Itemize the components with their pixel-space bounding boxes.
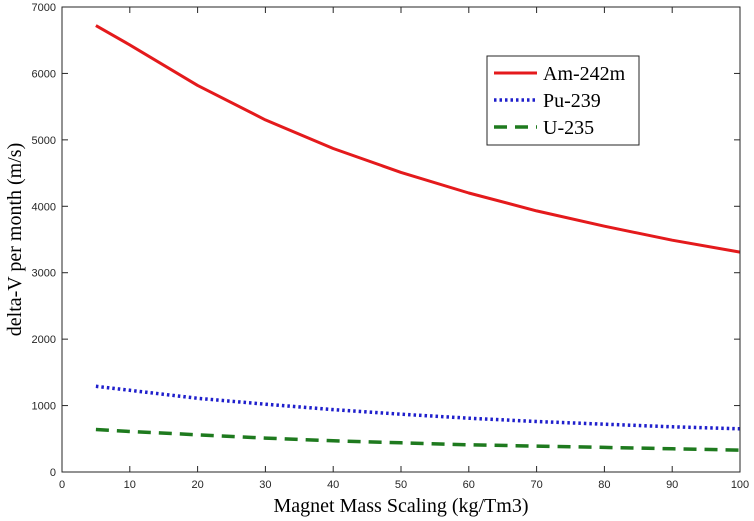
series-line-u-235 (95, 427, 741, 452)
series-lines (95, 24, 741, 452)
legend: Am-242m Pu-239 U-235 (486, 55, 640, 146)
x-tick-label: 100 (731, 479, 749, 491)
legend-label: U-235 (543, 117, 594, 139)
x-tick-label: 80 (598, 479, 610, 491)
x-tick-label: 20 (191, 479, 203, 491)
legend-label: Pu-239 (543, 90, 601, 112)
y-tick-label: 3000 (32, 268, 56, 280)
y-tick-label: 1000 (32, 401, 56, 413)
plot-frame (61, 6, 741, 473)
x-tick-label: 50 (395, 479, 407, 491)
x-tick-label: 70 (530, 479, 542, 491)
x-tick-label: 0 (59, 479, 65, 491)
x-tick-label: 40 (327, 479, 339, 491)
y-tick-label: 5000 (32, 135, 56, 147)
y-tick-label: 7000 (32, 2, 56, 14)
y-axis-title: delta-V per month (m/s) (4, 143, 26, 336)
y-axis-ticks: 0 1000 2000 3000 4000 5000 6000 7000 (32, 2, 740, 479)
y-tick-label: 4000 (32, 201, 56, 213)
x-tick-label: 60 (463, 479, 475, 491)
x-tick-label: 30 (259, 479, 271, 491)
x-axis-title: Magnet Mass Scaling (kg/Tm3) (274, 495, 529, 517)
legend-label: Am-242m (543, 63, 626, 85)
y-tick-label: 6000 (32, 68, 56, 80)
y-tick-label: 0 (50, 467, 56, 479)
x-axis-ticks: 0 10 20 30 40 50 60 70 80 90 100 (59, 7, 749, 491)
series-line-am-242m (95, 24, 741, 254)
x-tick-label: 90 (666, 479, 678, 491)
x-tick-label: 10 (124, 479, 136, 491)
y-tick-label: 2000 (32, 334, 56, 346)
